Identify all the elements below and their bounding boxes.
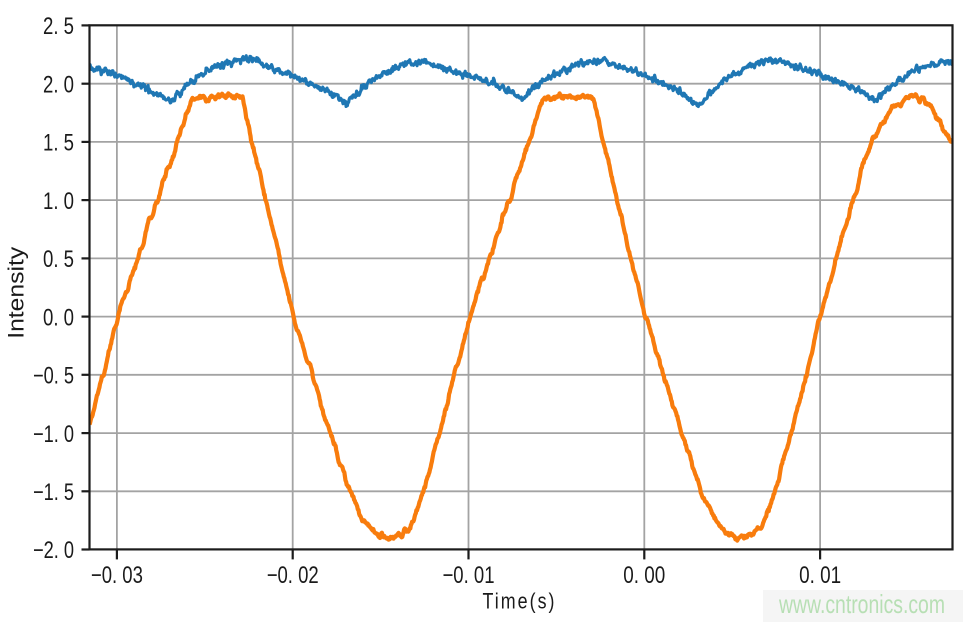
svg-text:−0. 01: −0. 01 bbox=[443, 562, 495, 589]
svg-text:−2. 0: −2. 0 bbox=[33, 537, 74, 564]
svg-text:−0. 5: −0. 5 bbox=[33, 363, 74, 390]
svg-text:www.cntronics.com: www.cntronics.com bbox=[778, 589, 945, 619]
svg-text:0. 0: 0. 0 bbox=[43, 304, 74, 331]
svg-text:Intensity: Intensity bbox=[4, 247, 29, 339]
svg-text:−0. 03: −0. 03 bbox=[91, 562, 143, 589]
svg-text:2. 0: 2. 0 bbox=[43, 71, 74, 98]
svg-text:1. 5: 1. 5 bbox=[43, 130, 74, 157]
svg-text:0. 00: 0. 00 bbox=[623, 562, 665, 589]
svg-text:−1. 0: −1. 0 bbox=[33, 421, 74, 448]
svg-text:Time(s): Time(s) bbox=[483, 589, 557, 614]
svg-text:0. 5: 0. 5 bbox=[43, 246, 74, 273]
svg-text:−1. 5: −1. 5 bbox=[33, 479, 74, 506]
svg-text:−0. 02: −0. 02 bbox=[267, 562, 319, 589]
svg-text:2. 5: 2. 5 bbox=[43, 13, 74, 40]
svg-text:0. 01: 0. 01 bbox=[799, 562, 841, 589]
svg-text:1. 0: 1. 0 bbox=[43, 188, 74, 215]
